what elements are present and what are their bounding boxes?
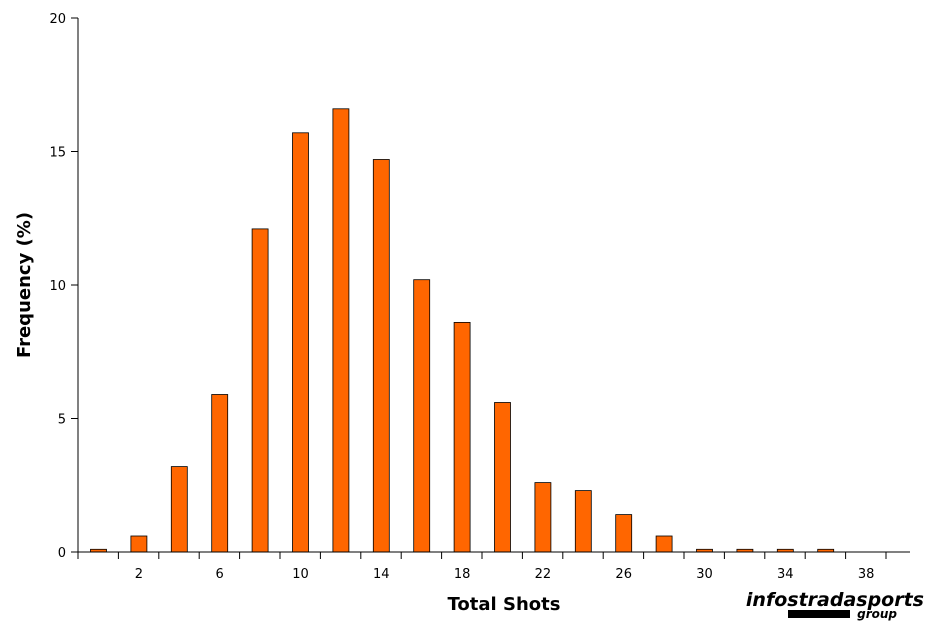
bar bbox=[615, 514, 633, 553]
logo-sub-text: group bbox=[857, 607, 897, 621]
x-tick-label: 14 bbox=[373, 567, 390, 582]
y-tick-label: 5 bbox=[58, 413, 66, 428]
bar bbox=[211, 394, 229, 553]
bar bbox=[170, 466, 188, 553]
axes bbox=[77, 18, 910, 553]
x-axis-title: Total Shots bbox=[448, 594, 561, 615]
bar bbox=[332, 108, 350, 553]
x-ticks: 2 6 10 14 18 22 26 30 34 38 bbox=[77, 552, 887, 582]
bar bbox=[292, 132, 309, 553]
x-tick-label: 34 bbox=[777, 567, 794, 582]
y-tick-label: 0 bbox=[58, 546, 66, 561]
bar bbox=[494, 402, 511, 553]
x-tick-label: 10 bbox=[292, 567, 309, 582]
bar bbox=[574, 490, 592, 553]
logo-bar bbox=[788, 610, 850, 618]
x-tick-label: 6 bbox=[216, 567, 224, 582]
x-tick-label: 26 bbox=[615, 567, 632, 582]
bar bbox=[534, 482, 552, 553]
y-tick-label: 15 bbox=[49, 146, 66, 161]
bar bbox=[372, 159, 390, 553]
bar bbox=[413, 279, 431, 553]
infostrada-logo: infostradasports group bbox=[746, 589, 924, 621]
y-tick-label: 20 bbox=[49, 12, 66, 27]
bars-group bbox=[90, 108, 835, 553]
bar bbox=[130, 535, 148, 553]
logo-main-text: infostradasports bbox=[746, 589, 924, 611]
bar bbox=[453, 321, 471, 553]
y-axis-title: Frequency (%) bbox=[14, 212, 35, 358]
y-ticks: 0 5 10 15 20 bbox=[49, 12, 78, 561]
y-tick-label: 10 bbox=[49, 279, 66, 294]
bar bbox=[251, 228, 269, 553]
x-tick-label: 30 bbox=[696, 567, 713, 582]
x-tick-label: 18 bbox=[454, 567, 471, 582]
bar bbox=[655, 535, 673, 553]
x-tick-label: 2 bbox=[135, 567, 143, 582]
x-tick-label: 22 bbox=[535, 567, 552, 582]
x-tick-label: 38 bbox=[858, 567, 875, 582]
